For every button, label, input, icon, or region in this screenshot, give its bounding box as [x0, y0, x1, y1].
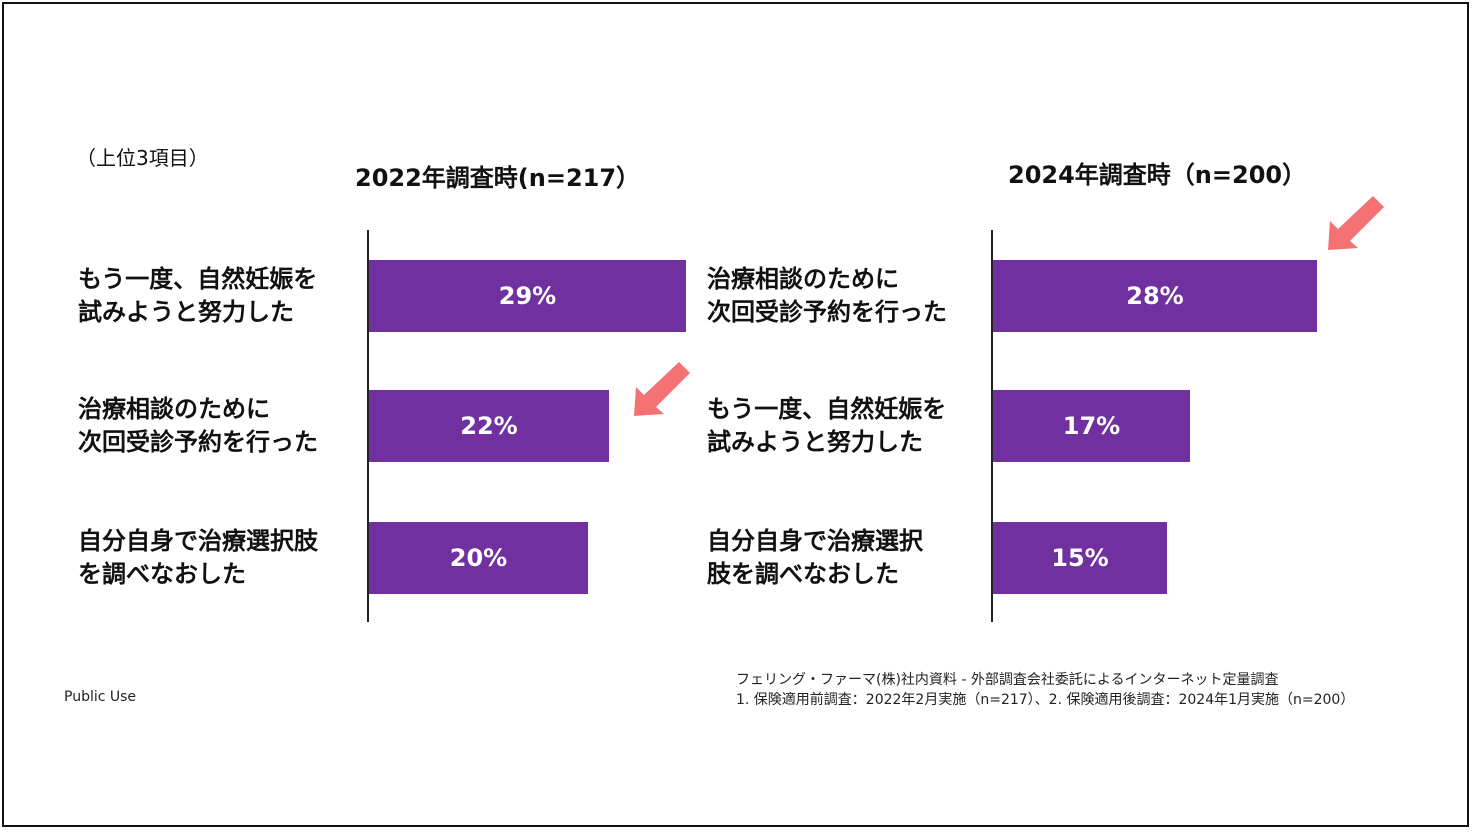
bar-value-label: 20%: [449, 544, 508, 572]
bar-value-label: 28%: [1126, 282, 1184, 310]
category-label: 自分自身で治療選択肢 を調べなおした: [78, 527, 318, 588]
classification-label: Public Use: [64, 689, 137, 705]
bar: 29%: [369, 260, 686, 332]
y-axis-line: [367, 230, 369, 622]
bar-value-label: 17%: [1062, 412, 1121, 440]
bar-value-label: 15%: [1051, 544, 1109, 572]
footnote-detail: 1. 保険適用前調査：2022年2月実施（n=217）、2. 保険適用後調査：2…: [736, 692, 1355, 708]
highlight-arrow-icon: [634, 362, 690, 416]
bar: 15%: [993, 522, 1167, 594]
category-label: 治療相談のために 次回受診予約を行った: [78, 395, 318, 456]
category-label: 自分自身で治療選択 肢を調べなおした: [707, 527, 923, 588]
category-label: もう一度、自然妊娠を 試みようと努力した: [78, 265, 318, 326]
bar: 28%: [993, 260, 1317, 332]
bar: 22%: [369, 390, 609, 462]
bar: 17%: [993, 390, 1190, 462]
bar-value-label: 22%: [460, 412, 518, 440]
highlight-arrow-icon: [1328, 196, 1384, 250]
y-axis-line: [991, 230, 993, 622]
bar: 20%: [369, 522, 588, 594]
chart-title-2024: 2024年調査時（n=200）: [1008, 161, 1307, 189]
arrow-shape: [1328, 196, 1384, 250]
footnote-source: フェリング・ファーマ(株)社内資料 - 外部調査会社委託によるインターネット定量…: [736, 672, 1279, 688]
source-footnote: フェリング・ファーマ(株)社内資料 - 外部調査会社委託によるインターネット定量…: [736, 670, 1354, 710]
category-label: もう一度、自然妊娠を 試みようと努力した: [707, 395, 947, 456]
arrow-shape: [634, 362, 690, 416]
category-label: 治療相談のために 次回受診予約を行った: [707, 265, 947, 326]
bar-value-label: 29%: [498, 282, 557, 310]
top-items-note: （上位3項目）: [76, 146, 209, 170]
chart-title-2022: 2022年調査時(n=217）: [355, 164, 641, 192]
